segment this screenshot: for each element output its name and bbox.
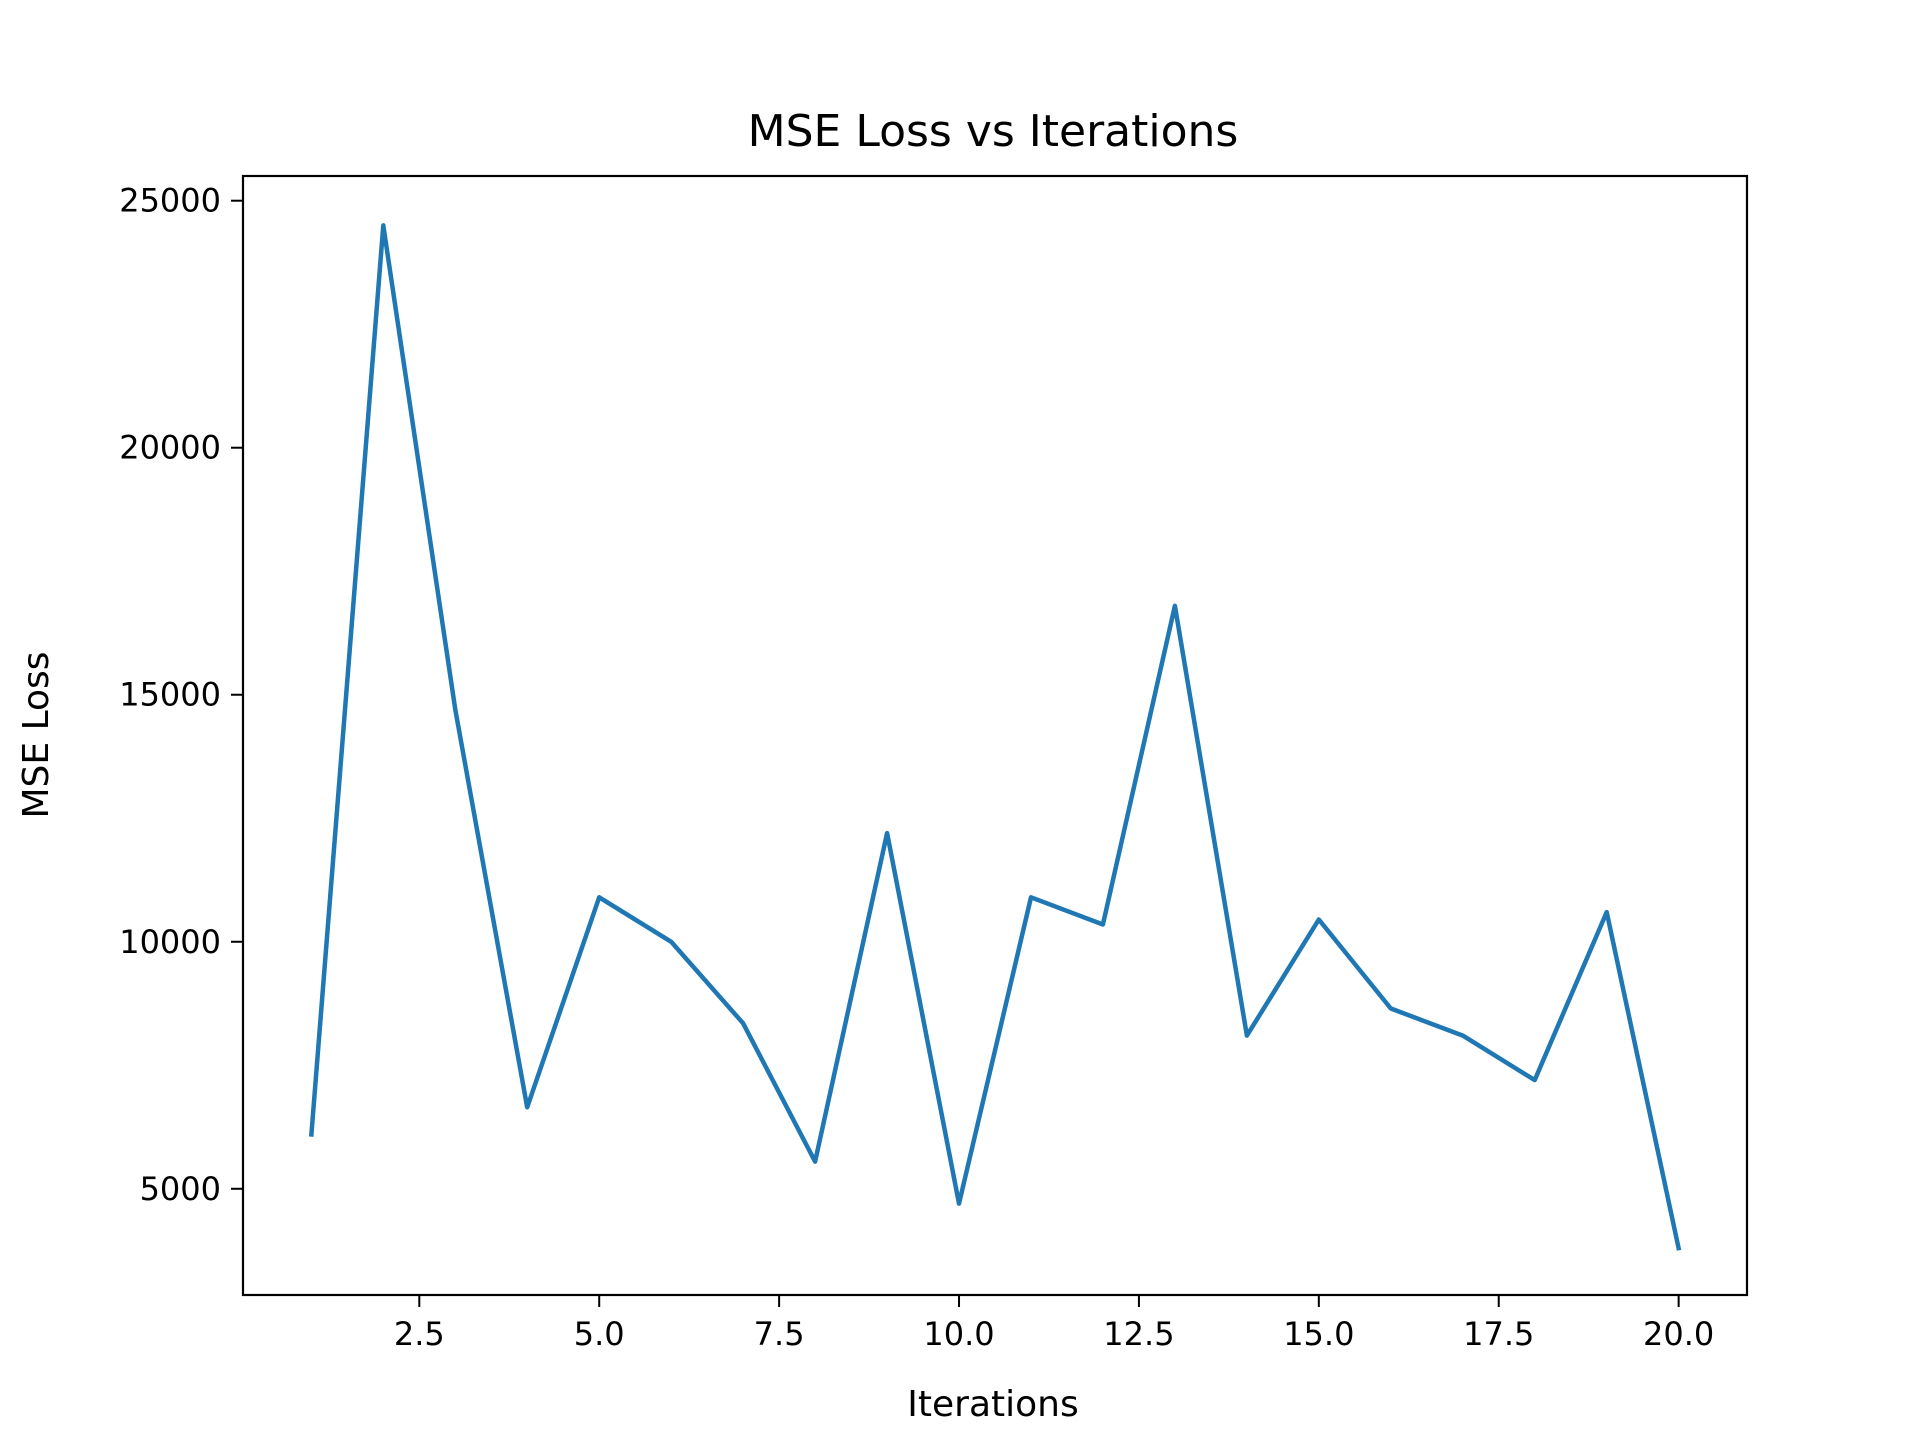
y-tick-label: 15000 bbox=[119, 676, 221, 714]
x-tick-label: 2.5 bbox=[394, 1315, 445, 1353]
y-tick-label: 5000 bbox=[140, 1170, 221, 1208]
x-tick-label: 12.5 bbox=[1103, 1315, 1174, 1353]
axes-frame bbox=[241, 174, 1749, 1297]
plot-area: 2.5 5.0 7.5 10.0 12.5 15.0 17.5 20.0 5000 10000 15… bbox=[119, 174, 1749, 1353]
x-tick-label: 10.0 bbox=[923, 1315, 994, 1353]
x-axis-label: Iterations bbox=[907, 1384, 1078, 1425]
y-tick-label: 25000 bbox=[119, 182, 221, 220]
chart-title: MSE Loss vs Iterations bbox=[748, 106, 1239, 157]
series-line-0 bbox=[308, 223, 1682, 1251]
y-axis-label: MSE Loss bbox=[16, 651, 57, 818]
x-tick-label: 17.5 bbox=[1463, 1315, 1534, 1353]
x-tick-label: 7.5 bbox=[754, 1315, 805, 1353]
x-tick-label: 5.0 bbox=[574, 1315, 625, 1353]
y-tick-label: 10000 bbox=[119, 923, 221, 961]
y-tick-label: 20000 bbox=[119, 429, 221, 467]
x-tick-label: 20.0 bbox=[1643, 1315, 1714, 1353]
x-tick-label: 15.0 bbox=[1283, 1315, 1354, 1353]
